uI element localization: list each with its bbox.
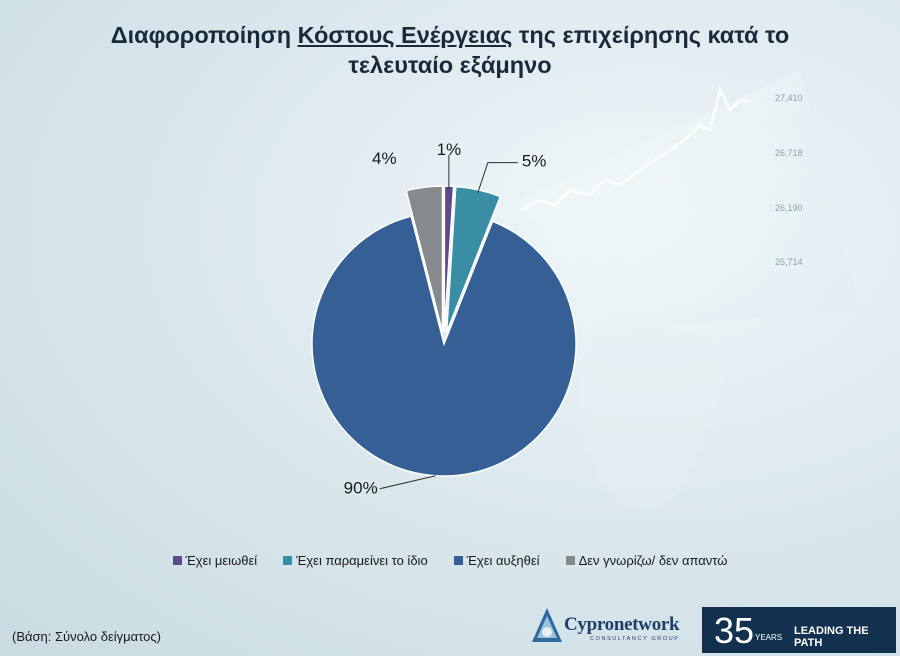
logo-name: Cypronetwork	[564, 614, 680, 635]
logo-subtitle: CONSULTANCY GROUP	[590, 636, 680, 642]
footnote: (Βάση: Σύνολο δείγματος)	[12, 629, 161, 644]
legend-label: Δεν γνωρίζω/ δεν απαντώ	[578, 553, 728, 568]
logo-icon	[532, 608, 562, 642]
badge-years: YEARS	[755, 633, 783, 642]
bg-number: 27,410	[775, 93, 803, 103]
data-label: 1%	[437, 140, 462, 159]
title-part1: Διαφοροποίηση	[110, 22, 298, 48]
leader-line	[477, 162, 518, 193]
anniversary-badge: 35 YEARS LEADING THE PATH	[702, 607, 896, 653]
title-part2: της επιχείρησης κατά το	[512, 22, 790, 48]
legend-label: Έχει μειωθεί	[185, 553, 258, 568]
title-line2: τελευταίο εξάμηνο	[348, 52, 552, 78]
bg-number: 26,718	[775, 148, 803, 158]
title-underlined: Κόστους Ενέργειας	[297, 22, 513, 48]
data-label: 5%	[522, 152, 547, 171]
data-label: 4%	[372, 149, 397, 168]
badge-number: 35	[714, 610, 755, 651]
hand-shape	[579, 328, 724, 509]
legend-item: Έχει παραμείνει το ίδιο	[283, 553, 428, 568]
bg-number: 25,714	[775, 257, 803, 267]
stock-line	[519, 85, 751, 212]
tablet-shape	[520, 70, 860, 330]
legend-item: Έχει μειωθεί	[172, 553, 258, 568]
leader-line	[379, 475, 436, 490]
legend: Έχει μειωθεί Έχει παραμείνει το ίδιο Έχε…	[0, 553, 900, 568]
pie-slice	[405, 185, 444, 333]
legend-swatch	[453, 556, 463, 565]
legend-item: Δεν γνωρίζω/ δεν απαντώ	[565, 553, 728, 568]
cypronetwork-logo: Cypronetwork CONSULTANCY GROUP	[530, 604, 698, 648]
legend-item: Έχει αυξηθεί	[453, 553, 540, 568]
badge-tagline: LEADING THE PATH	[794, 625, 869, 649]
legend-label: Έχει παραμείνει το ίδιο	[296, 553, 428, 568]
legend-swatch	[283, 556, 293, 565]
legend-swatch	[172, 556, 182, 565]
legend-swatch	[565, 556, 575, 565]
bg-number: 26,190	[775, 203, 803, 213]
data-label: 90%	[344, 479, 378, 498]
legend-label: Έχει αυξηθεί	[466, 553, 540, 568]
chart-title: Διαφοροποίηση Κόστους Ενέργειας της επιχ…	[40, 20, 860, 80]
